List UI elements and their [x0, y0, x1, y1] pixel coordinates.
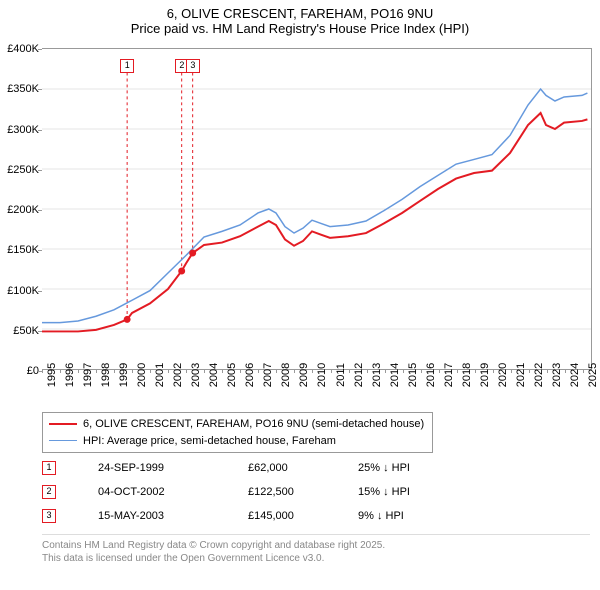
x-axis-label: 2015	[407, 363, 419, 387]
sale-hpi-diff: 25% ↓ HPI	[358, 462, 458, 474]
x-axis-label: 2004	[208, 363, 220, 387]
sale-row: 2 04-OCT-2002£122,50015% ↓ HPI	[42, 480, 458, 504]
sale-date: 24-SEP-1999	[98, 462, 248, 474]
x-axis-label: 1997	[82, 363, 94, 387]
annotation-marker: 3	[186, 59, 200, 73]
y-axis-label: £350K	[7, 83, 39, 95]
sale-hpi-diff: 15% ↓ HPI	[358, 486, 458, 498]
legend-swatch	[49, 440, 77, 441]
sale-price: £62,000	[248, 462, 358, 474]
sale-marker-dot	[189, 250, 196, 257]
hpi-line	[42, 89, 587, 323]
x-axis-label: 2014	[389, 363, 401, 387]
price-paid-line	[42, 113, 587, 331]
x-axis-label: 2003	[190, 363, 202, 387]
x-axis-label: 2017	[443, 363, 455, 387]
footer-line: This data is licensed under the Open Gov…	[42, 552, 590, 565]
chart-svg	[42, 49, 591, 369]
sale-price: £145,000	[248, 510, 358, 522]
legend-label: 6, OLIVE CRESCENT, FAREHAM, PO16 9NU (se…	[83, 416, 424, 433]
x-axis-label: 2006	[244, 363, 256, 387]
x-axis-label: 1999	[118, 363, 130, 387]
x-axis-label: 2013	[371, 363, 383, 387]
x-axis-label: 2012	[353, 363, 365, 387]
y-axis-label: £300K	[7, 124, 39, 136]
footer-line: Contains HM Land Registry data © Crown c…	[42, 539, 590, 552]
sale-marker-dot	[124, 316, 131, 323]
x-axis-label: 2024	[569, 363, 581, 387]
x-axis-label: 2011	[335, 363, 347, 387]
sale-date: 04-OCT-2002	[98, 486, 248, 498]
y-axis-label: £200K	[7, 204, 39, 216]
sale-marker-dot	[178, 268, 185, 275]
footer-attribution: Contains HM Land Registry data © Crown c…	[42, 534, 590, 565]
sale-date: 15-MAY-2003	[98, 510, 248, 522]
x-axis-label: 2007	[262, 363, 274, 387]
sale-row: 3 15-MAY-2003£145,0009% ↓ HPI	[42, 504, 458, 528]
x-axis-label: 2000	[136, 363, 148, 387]
x-axis-label: 2025	[587, 363, 599, 387]
x-axis-label: 2019	[479, 363, 491, 387]
y-axis-label: £400K	[7, 43, 39, 55]
legend-label: HPI: Average price, semi-detached house,…	[83, 433, 336, 450]
sale-row-number: 1	[42, 461, 56, 475]
x-axis-label: 1995	[46, 363, 58, 387]
sales-table: 1 24-SEP-1999£62,00025% ↓ HPI 2 04-OCT-2002…	[42, 456, 458, 528]
sale-row-number: 2	[42, 485, 56, 499]
sale-hpi-diff: 9% ↓ HPI	[358, 510, 458, 522]
y-axis-label: £250K	[7, 164, 39, 176]
chart-title: 6, OLIVE CRESCENT, FAREHAM, PO16 9NU Pri…	[0, 0, 600, 36]
x-axis-label: 2010	[316, 363, 328, 387]
y-axis-label: £50K	[13, 325, 39, 337]
x-axis-label: 2022	[533, 363, 545, 387]
annotation-marker: 1	[120, 59, 134, 73]
sale-row-number: 3	[42, 509, 56, 523]
x-axis-label: 2023	[551, 363, 563, 387]
x-axis-label: 1996	[64, 363, 76, 387]
x-axis-label: 2002	[172, 363, 184, 387]
x-axis-label: 2005	[226, 363, 238, 387]
legend-swatch	[49, 423, 77, 425]
x-axis-label: 2021	[515, 363, 527, 387]
x-axis-label: 2008	[280, 363, 292, 387]
x-axis-label: 2009	[298, 363, 310, 387]
legend-item: HPI: Average price, semi-detached house,…	[49, 433, 424, 450]
chart-plot-area: £0£50K£100K£150K£200K£250K£300K£350K£400…	[42, 48, 592, 370]
sale-price: £122,500	[248, 486, 358, 498]
y-axis-label: £100K	[7, 285, 39, 297]
x-axis-label: 2018	[461, 363, 473, 387]
x-axis-label: 2016	[425, 363, 437, 387]
chart-legend: 6, OLIVE CRESCENT, FAREHAM, PO16 9NU (se…	[42, 412, 433, 453]
title-address: 6, OLIVE CRESCENT, FAREHAM, PO16 9NU	[0, 6, 600, 21]
x-axis-label: 2001	[154, 363, 166, 387]
sale-row: 1 24-SEP-1999£62,00025% ↓ HPI	[42, 456, 458, 480]
legend-item: 6, OLIVE CRESCENT, FAREHAM, PO16 9NU (se…	[49, 416, 424, 433]
y-axis-label: £150K	[7, 244, 39, 256]
title-subtitle: Price paid vs. HM Land Registry's House …	[0, 21, 600, 36]
x-axis-label: 1998	[100, 363, 112, 387]
x-axis-label: 2020	[497, 363, 509, 387]
